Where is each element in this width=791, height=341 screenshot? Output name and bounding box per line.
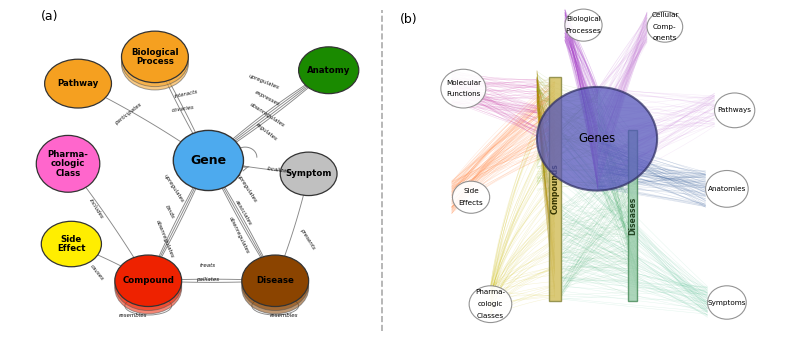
Text: (a): (a) xyxy=(41,10,59,23)
Ellipse shape xyxy=(115,259,182,311)
Text: Classes: Classes xyxy=(477,313,504,319)
Text: downregulates: downregulates xyxy=(227,216,250,255)
Ellipse shape xyxy=(115,263,182,314)
Text: Pathways: Pathways xyxy=(717,107,751,113)
Ellipse shape xyxy=(173,130,244,191)
Ellipse shape xyxy=(706,170,748,207)
Text: presents: presents xyxy=(298,227,316,250)
Ellipse shape xyxy=(36,135,100,192)
Ellipse shape xyxy=(441,69,486,108)
Text: Compounds: Compounds xyxy=(551,163,559,214)
Text: downregulates: downregulates xyxy=(155,219,175,259)
Ellipse shape xyxy=(44,59,112,108)
Text: Comp-: Comp- xyxy=(653,24,676,30)
Ellipse shape xyxy=(469,286,512,323)
Text: localizes: localizes xyxy=(267,166,290,175)
Text: covaries: covaries xyxy=(172,105,195,113)
Ellipse shape xyxy=(41,221,101,267)
Bar xyxy=(549,77,561,301)
Text: Molecular: Molecular xyxy=(446,80,481,86)
Ellipse shape xyxy=(707,286,746,319)
Text: Anatomy: Anatomy xyxy=(307,66,350,75)
Text: Gene: Gene xyxy=(191,154,226,167)
Text: resembles: resembles xyxy=(269,313,298,318)
Ellipse shape xyxy=(299,47,359,94)
Text: upregulates: upregulates xyxy=(248,73,280,90)
Text: Cellular: Cellular xyxy=(651,12,679,18)
Ellipse shape xyxy=(242,259,308,311)
Text: Pharma-: Pharma- xyxy=(475,290,505,295)
Text: causes: causes xyxy=(89,263,104,281)
Text: onents: onents xyxy=(653,35,677,42)
Text: resembles: resembles xyxy=(119,313,147,318)
Text: cologic: cologic xyxy=(51,159,85,168)
Text: Processes: Processes xyxy=(566,28,601,34)
Ellipse shape xyxy=(280,152,337,196)
Text: palliates: palliates xyxy=(196,277,219,282)
Ellipse shape xyxy=(242,255,308,307)
Text: Side: Side xyxy=(61,235,82,244)
Text: Symptom: Symptom xyxy=(286,169,332,178)
Text: Pathway: Pathway xyxy=(58,79,99,88)
Text: associates: associates xyxy=(234,198,253,226)
Ellipse shape xyxy=(122,39,188,90)
Text: Diseases: Diseases xyxy=(628,196,637,235)
Text: upregulates: upregulates xyxy=(162,174,184,204)
Text: Class: Class xyxy=(55,169,81,178)
Ellipse shape xyxy=(565,9,602,41)
Ellipse shape xyxy=(122,31,188,83)
Text: Effect: Effect xyxy=(57,244,85,253)
Ellipse shape xyxy=(242,263,308,314)
Text: downregulates: downregulates xyxy=(248,102,286,129)
Ellipse shape xyxy=(537,87,657,191)
Text: Pharma-: Pharma- xyxy=(47,150,89,159)
Bar xyxy=(628,130,637,301)
Ellipse shape xyxy=(714,93,755,128)
Text: Genes: Genes xyxy=(578,132,615,145)
Text: Biological: Biological xyxy=(131,48,179,57)
Text: (b): (b) xyxy=(399,13,417,27)
Text: Symptoms: Symptoms xyxy=(708,299,746,306)
Text: Disease: Disease xyxy=(256,276,294,285)
Ellipse shape xyxy=(452,181,490,213)
Text: cologic: cologic xyxy=(478,301,503,307)
Text: Compound: Compound xyxy=(123,276,174,285)
Text: treats: treats xyxy=(199,263,215,268)
Ellipse shape xyxy=(122,35,188,87)
Text: Biological: Biological xyxy=(566,16,601,22)
Text: participates: participates xyxy=(114,102,142,126)
Text: Side: Side xyxy=(464,188,479,194)
Text: includes: includes xyxy=(89,198,104,220)
Text: expresses: expresses xyxy=(253,90,280,107)
Text: binds: binds xyxy=(165,205,176,220)
Text: Process: Process xyxy=(136,57,174,66)
Text: Effects: Effects xyxy=(459,200,483,206)
Text: upregulates: upregulates xyxy=(236,174,258,204)
Text: Functions: Functions xyxy=(446,91,480,98)
Text: interacts: interacts xyxy=(174,89,199,99)
Text: Anatomies: Anatomies xyxy=(708,186,746,192)
Text: regulates: regulates xyxy=(255,122,278,142)
Ellipse shape xyxy=(647,12,683,42)
Ellipse shape xyxy=(115,255,182,307)
